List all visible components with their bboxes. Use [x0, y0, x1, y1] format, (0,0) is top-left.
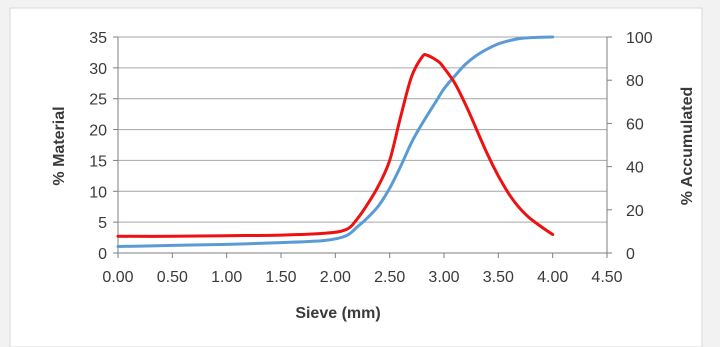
y-right-tick-label: 20	[626, 203, 644, 220]
material-line	[116, 52, 555, 238]
y-left-tick-label: 30	[89, 61, 107, 78]
y-right-axis-ticks: 0 20 40 60 80 100	[607, 30, 653, 263]
y-right-tick-label: 0	[626, 246, 635, 263]
series-layer	[116, 35, 555, 248]
x-tick-label: 4.00	[537, 269, 568, 286]
y-left-tick-label: 10	[89, 184, 107, 201]
y-right-tick-label: 60	[626, 116, 644, 133]
axes	[117, 37, 608, 254]
x-tick-label: 0.50	[157, 269, 188, 286]
x-axis-ticks: 0.00 0.50 1.00 1.50 2.00 2.50 3.00 3.50 4.00 4.50	[102, 253, 623, 286]
y-left-tick-label: 5	[98, 215, 107, 232]
x-tick-label: 3.00	[428, 269, 459, 286]
y-right-axis-title: % Accumulated	[679, 87, 696, 206]
y-left-axis-title: % Material	[51, 106, 68, 185]
x-tick-label: 0.00	[102, 269, 133, 286]
x-tick-label: 1.00	[211, 269, 242, 286]
y-left-tick-label: 25	[89, 92, 107, 109]
y-left-tick-label: 15	[89, 153, 107, 170]
y-right-tick-label: 40	[626, 160, 644, 177]
x-tick-label: 4.50	[591, 269, 622, 286]
y-left-tick-label: 35	[89, 30, 107, 47]
y-left-tick-label: 20	[89, 123, 107, 140]
x-tick-label: 1.50	[265, 269, 296, 286]
x-axis-title: Sieve (mm)	[295, 305, 380, 322]
y-right-tick-label: 100	[626, 30, 653, 47]
x-tick-label: 2.50	[374, 269, 405, 286]
y-left-tick-label: 0	[98, 246, 107, 263]
accumulated-line	[116, 35, 555, 248]
chart-area	[9, 7, 703, 347]
y-right-tick-label: 80	[626, 73, 644, 90]
x-tick-label: 3.50	[483, 269, 514, 286]
x-tick-label: 2.00	[320, 269, 351, 286]
y-left-axis-ticks: 0 5 10 15 20 25 30 35	[89, 30, 118, 263]
